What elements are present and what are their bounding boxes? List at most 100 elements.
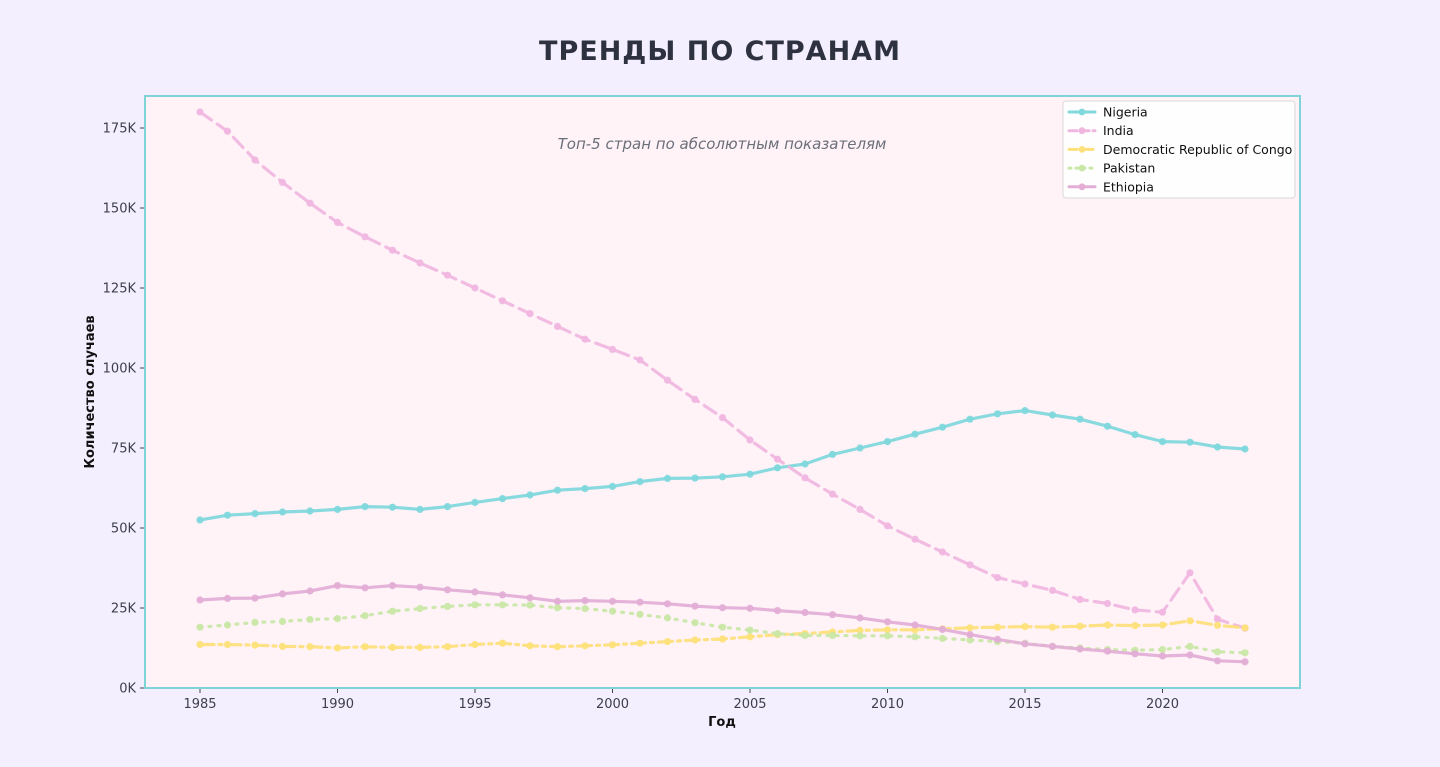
data-point: [278, 178, 287, 186]
data-point: [443, 586, 452, 594]
data-point: [443, 602, 452, 611]
data-point: [993, 410, 1002, 418]
y-tick-label: 0K: [119, 682, 136, 697]
data-point: [361, 612, 369, 620]
data-point: [1186, 642, 1194, 651]
data-point: [1021, 580, 1029, 588]
data-point: [938, 634, 947, 643]
data-point: [1158, 608, 1167, 616]
data-point: [306, 199, 314, 207]
data-point: [691, 636, 699, 644]
x-tick-label: 2015: [1008, 697, 1041, 712]
data-point: [526, 491, 534, 499]
data-point: [1131, 622, 1139, 630]
data-point: [718, 473, 727, 481]
data-point: [1158, 621, 1167, 629]
data-point: [773, 607, 782, 615]
data-point: [416, 605, 424, 613]
data-point: [388, 607, 397, 615]
data-point: [1103, 621, 1112, 629]
data-point: [361, 233, 369, 241]
data-point: [196, 596, 204, 604]
data-point: [196, 623, 204, 631]
data-point: [718, 623, 727, 631]
data-point: [1131, 606, 1139, 614]
data-point: [553, 643, 562, 651]
data-point: [1076, 645, 1084, 653]
legend-label: Democratic Republic of Congo: [1103, 142, 1292, 157]
data-point: [388, 503, 397, 511]
legend-box: [1062, 100, 1296, 199]
data-point: [1021, 623, 1029, 631]
data-point: [333, 505, 342, 513]
data-point: [581, 642, 589, 650]
data-point: [1213, 657, 1222, 665]
data-point: [718, 604, 727, 612]
series-layer: [196, 108, 1249, 666]
data-point: [471, 640, 479, 649]
data-point: [443, 271, 452, 279]
data-point: [911, 621, 919, 629]
data-point: [306, 615, 314, 624]
data-point: [883, 522, 892, 530]
data-point: [856, 444, 864, 452]
data-point: [608, 607, 617, 615]
data-point: [333, 644, 342, 652]
data-point: [223, 127, 232, 135]
data-point: [278, 508, 287, 516]
data-point: [471, 601, 479, 609]
data-point: [993, 635, 1002, 644]
legend-marker: [1078, 108, 1086, 116]
legend-item: Pakistan: [1067, 161, 1155, 176]
data-point: [608, 482, 617, 490]
data-point: [251, 641, 259, 649]
legend-label: Nigeria: [1103, 105, 1148, 120]
data-point: [526, 310, 534, 318]
data-point: [801, 631, 809, 640]
legend: Nigeria India Democratic Republic of Congo…: [1062, 100, 1296, 199]
data-point: [746, 436, 754, 444]
data-point: [883, 438, 892, 446]
data-point: [416, 259, 424, 267]
data-point: [828, 450, 837, 458]
data-point: [663, 376, 672, 384]
data-point: [608, 597, 617, 605]
data-point: [691, 474, 699, 482]
data-point: [663, 638, 672, 646]
x-tick-label: 2010: [871, 697, 904, 712]
data-point: [663, 474, 672, 482]
data-point: [1186, 617, 1194, 625]
data-point: [801, 608, 809, 617]
y-tick-label: 75K: [111, 442, 137, 457]
data-point: [1158, 438, 1167, 446]
data-point: [278, 642, 287, 651]
data-point: [526, 601, 534, 609]
x-tick-label: 2005: [733, 697, 766, 712]
data-point: [223, 511, 232, 519]
data-point: [196, 108, 204, 116]
data-point: [443, 503, 452, 511]
data-point: [388, 582, 397, 590]
data-point: [691, 395, 699, 403]
data-point: [993, 574, 1002, 582]
data-point: [691, 619, 699, 627]
data-point: [746, 604, 754, 612]
data-point: [1076, 622, 1084, 630]
data-point: [801, 474, 809, 482]
data-point: [856, 632, 864, 640]
data-point: [828, 490, 837, 498]
data-point: [746, 470, 754, 478]
data-point: [223, 594, 232, 603]
data-point: [333, 615, 342, 623]
data-point: [251, 594, 259, 602]
x-tick-label: 1995: [458, 697, 491, 712]
data-point: [1021, 407, 1029, 415]
data-point: [1158, 646, 1167, 654]
data-point: [361, 503, 369, 511]
data-point: [1241, 624, 1249, 632]
data-point: [1103, 599, 1112, 608]
data-point: [581, 485, 589, 493]
data-point: [746, 633, 754, 641]
data-point: [636, 610, 644, 619]
data-point: [1213, 648, 1222, 656]
